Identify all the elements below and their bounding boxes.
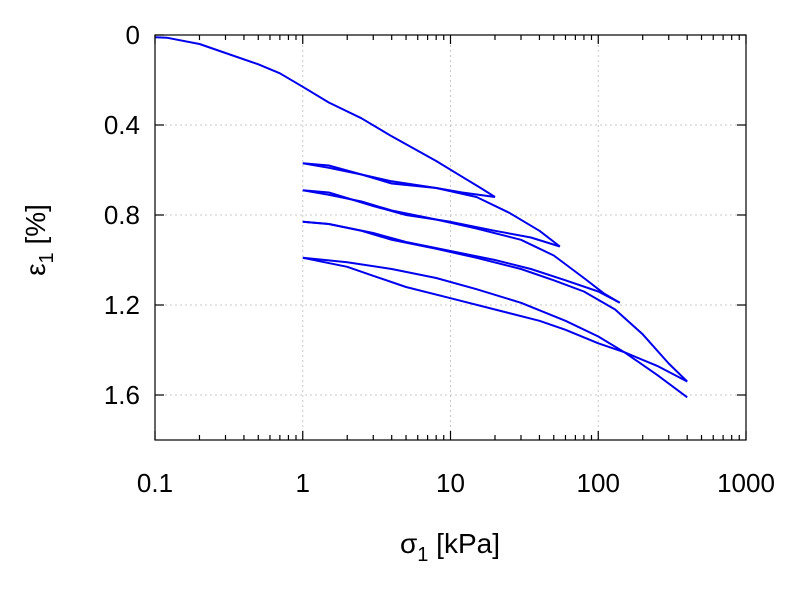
grid-layer <box>155 35 746 440</box>
y-tick-label: 0.4 <box>104 110 140 140</box>
x-axis-subscript: 1 <box>417 544 428 566</box>
y-axis-subscript: 1 <box>36 252 58 263</box>
curve-segment-7 <box>302 220 688 383</box>
y-axis-symbol: ε <box>20 263 51 275</box>
curve-layer <box>154 36 688 399</box>
tick-label-layer: 0.1 1 10 100 1000 0 0.4 0.8 1.2 1.6 <box>104 20 775 498</box>
curve-segment-8 <box>302 256 688 383</box>
curve-segment-2 <box>302 162 496 198</box>
y-axis-title: ε1 [%] <box>20 204 58 276</box>
curve-segment-3 <box>302 162 561 248</box>
y-axis-unit: [%] <box>20 204 51 252</box>
x-axis-unit: [kPa] <box>428 528 500 559</box>
curve-segment-5 <box>302 189 621 304</box>
tick-layer <box>154 34 747 440</box>
x-axis-title: σ1 [kPa] <box>400 528 500 566</box>
curve-segment-1 <box>154 36 496 198</box>
x-tick-label: 10 <box>436 468 465 498</box>
y-tick-label: 1.6 <box>104 380 140 410</box>
x-tick-label: 100 <box>577 468 620 498</box>
x-tick-label: 0.1 <box>137 468 173 498</box>
y-tick-label: 0.8 <box>104 200 140 230</box>
curve-segment-9 <box>302 256 688 399</box>
x-axis-symbol: σ <box>400 528 417 559</box>
x-tick-label: 1 <box>296 468 310 498</box>
y-tick-label: 1.2 <box>104 290 140 320</box>
y-tick-label: 0 <box>126 20 140 50</box>
x-tick-label: 1000 <box>717 468 775 498</box>
